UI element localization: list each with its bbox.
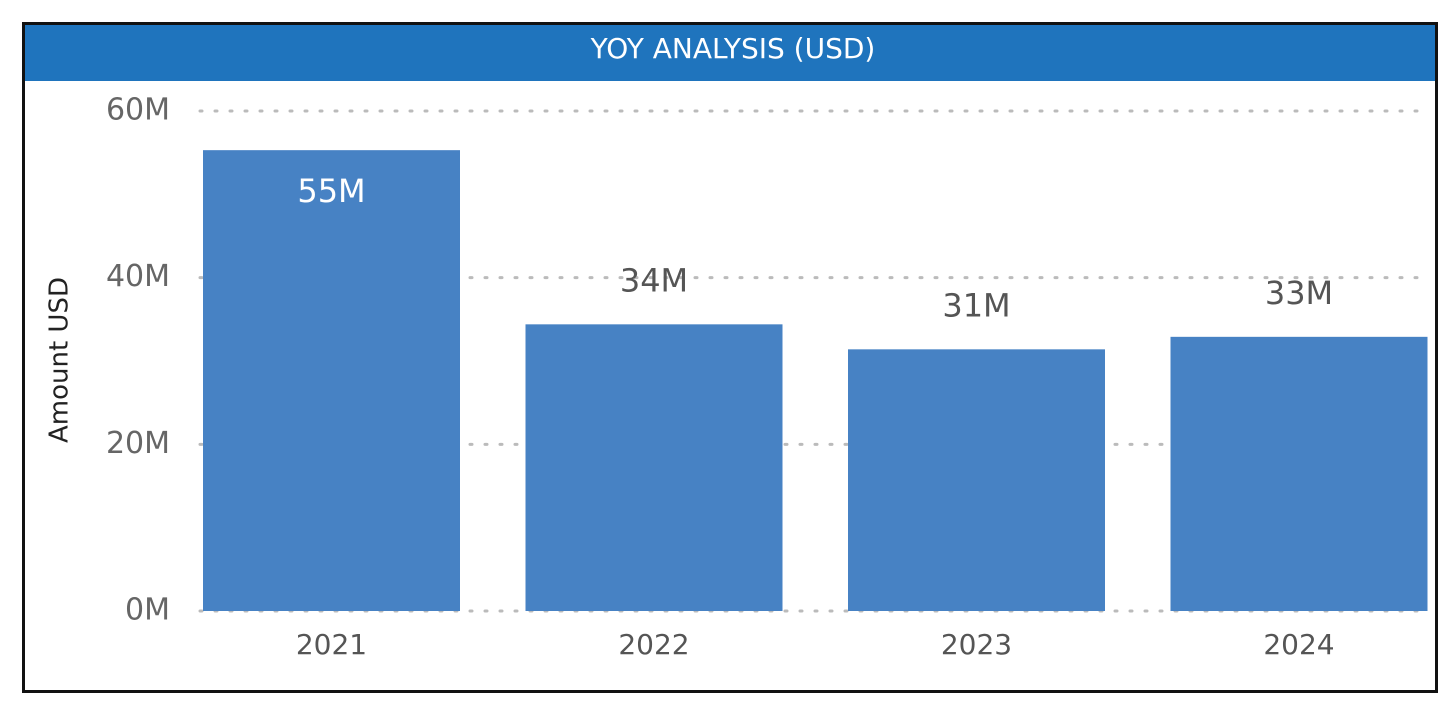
bar bbox=[525, 324, 783, 611]
bar bbox=[1170, 336, 1428, 611]
chart-title: YOY ANALYSIS (USD) bbox=[590, 32, 876, 65]
x-tick-label: 2023 bbox=[941, 628, 1012, 661]
data-label: 33M bbox=[1265, 274, 1333, 312]
y-tick-label: 20M bbox=[106, 426, 170, 461]
x-tick-label: 2022 bbox=[618, 628, 689, 661]
y-tick-label: 0M bbox=[125, 593, 170, 628]
data-label: 31M bbox=[942, 286, 1010, 324]
bar bbox=[848, 349, 1105, 611]
y-axis-title: Amount USD bbox=[45, 277, 75, 443]
y-tick-label: 40M bbox=[106, 259, 170, 294]
x-tick-label: 2024 bbox=[1263, 628, 1334, 661]
bar bbox=[203, 150, 460, 611]
data-label: 55M bbox=[297, 172, 365, 210]
x-tick-label: 2021 bbox=[296, 628, 367, 661]
data-label: 34M bbox=[620, 261, 688, 299]
title-bar bbox=[25, 25, 1435, 81]
y-tick-label: 60M bbox=[106, 93, 170, 128]
